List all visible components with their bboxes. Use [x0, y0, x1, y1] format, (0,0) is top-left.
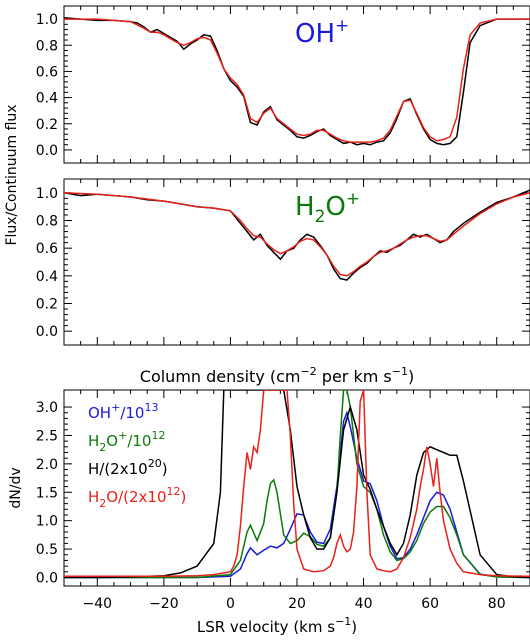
y-tick-label: 0.5 — [36, 542, 58, 558]
y-tick-label: 0.0 — [36, 570, 58, 586]
x-axis-label: LSR velocity (km s−1) — [197, 615, 357, 636]
x-tick-label: 0 — [226, 596, 235, 612]
species-label: OH+ — [295, 16, 349, 49]
species-label-sup: + — [346, 189, 360, 209]
panel-bottom: 0.0 0.5 1.0 1.5 2.0 2.5 3.0 −40 −20 0 20 40 60 80 Colu… — [8, 365, 530, 636]
y-tick-label: 0.6 — [36, 64, 58, 80]
y-tick-label: 3.0 — [36, 400, 58, 416]
y-axis-label: dN/dv — [8, 467, 24, 508]
shared-y-axis-label: Flux/Continuum flux — [4, 104, 20, 245]
series-line-3 — [64, 390, 530, 578]
series-line-2 — [64, 390, 530, 579]
bottom-title: Column density (cm−2 per km s−1) — [140, 365, 414, 386]
y-tick-label: 0.2 — [36, 297, 58, 313]
x-tick-label: −20 — [149, 596, 179, 612]
species-label-text: OH — [295, 19, 335, 49]
panel-top: 0.0 0.2 0.4 0.6 0.8 1.0 OH+ — [36, 5, 530, 164]
y-tick-label: 1.5 — [36, 485, 58, 501]
series-line-0 — [64, 17, 530, 146]
y-tick-label: 1.0 — [36, 514, 58, 530]
series-line-1 — [64, 192, 530, 277]
legend-entry-3: H2O/(2x1012) — [88, 485, 186, 510]
y-tick-label: 0.8 — [36, 214, 58, 230]
y-tick-label: 0.8 — [36, 38, 58, 54]
species-label-sub: 2 — [315, 207, 326, 227]
species-label-text: H — [295, 192, 315, 222]
legend-entry-0: OH+/1013 — [88, 401, 158, 422]
x-tick-label: 60 — [421, 596, 439, 612]
y-tick-label: 2.5 — [36, 428, 58, 444]
series-line-1 — [64, 390, 530, 579]
y-tick-label: 0.0 — [36, 143, 58, 159]
y-tick-label: 2.0 — [36, 457, 58, 473]
x-tick-label: −40 — [83, 596, 113, 612]
legend-entry-2: H/(2x1020) — [88, 457, 168, 478]
y-tick-label: 0.6 — [36, 241, 58, 257]
y-tick-label: 0.0 — [36, 324, 58, 340]
species-label-sup: + — [335, 16, 349, 36]
x-tick-label: 40 — [355, 596, 373, 612]
species-label: H2O+ — [295, 189, 360, 227]
panel-middle: 0.0 0.2 0.4 0.6 0.8 1.0 H2O+ — [36, 178, 530, 346]
y-tick-label: 0.4 — [36, 269, 58, 285]
species-label-tail: O — [325, 192, 345, 222]
y-tick-label: 0.4 — [36, 91, 58, 107]
y-tick-label: 0.2 — [36, 117, 58, 133]
x-tick-label: 80 — [488, 596, 506, 612]
series-line-0 — [64, 410, 530, 579]
legend-entry-1: H2O+/1012 — [88, 429, 165, 454]
y-tick-label: 1.0 — [36, 186, 58, 202]
y-tick-label: 1.0 — [36, 12, 58, 28]
x-tick-label: 20 — [288, 596, 306, 612]
series-line-1 — [64, 18, 530, 143]
